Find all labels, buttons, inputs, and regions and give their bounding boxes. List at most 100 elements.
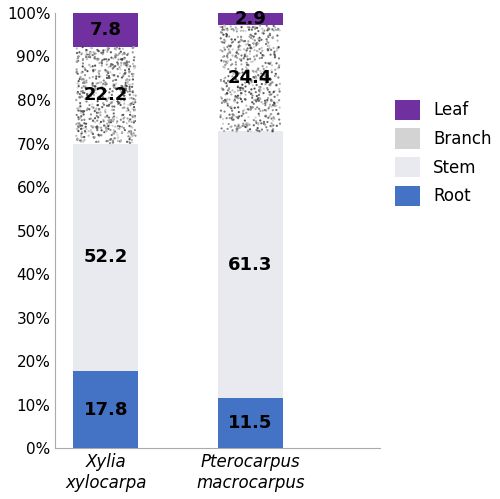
Point [80,75,88,83]
Point [246,23,254,31]
Point [232,52,240,60]
Point [276,80,284,88]
Point [223,59,231,67]
Point [255,97,263,105]
Point [266,30,274,38]
Point [102,96,110,104]
Point [228,51,236,59]
Point [226,46,234,54]
Point [122,69,130,77]
Point [114,134,122,142]
Point [262,63,270,71]
Point [95,70,103,78]
Point [227,41,235,49]
Point [82,77,90,85]
Point [262,71,270,79]
Point [268,68,276,76]
Point [221,22,229,30]
Point [91,53,99,61]
Point [249,23,257,31]
Point [88,81,96,89]
Point [113,43,121,51]
Point [124,101,132,109]
Point [130,112,138,120]
Point [126,81,134,89]
Point [232,60,240,68]
Point [96,131,104,139]
Point [110,106,118,114]
Point [120,89,128,97]
Point [230,88,238,96]
Point [116,125,124,133]
Point [106,116,114,124]
Point [232,48,240,56]
Point [256,67,264,75]
Point [94,79,102,87]
Point [74,54,82,62]
Point [256,86,264,94]
Point [72,57,80,65]
Text: 17.8: 17.8 [84,401,128,419]
Point [119,111,127,119]
Point [131,63,139,71]
Point [234,38,242,46]
Point [258,62,266,70]
Point [264,42,272,50]
Point [232,25,240,33]
Point [100,46,108,54]
Point [88,122,96,130]
Point [242,79,250,87]
Point [128,131,136,139]
Point [76,102,84,110]
Point [254,96,262,104]
Point [73,125,81,133]
Point [228,123,235,131]
Point [252,117,260,125]
Point [128,118,136,126]
Point [82,82,90,90]
Point [235,108,243,116]
Point [110,135,118,143]
Point [254,124,262,132]
Point [117,116,125,124]
Point [230,111,237,119]
Point [102,106,110,114]
Point [105,114,113,122]
Point [238,84,246,92]
Point [76,101,84,109]
Point [131,114,139,122]
Point [105,74,113,82]
Point [254,39,262,47]
Point [112,50,120,58]
Point [85,53,93,61]
Point [256,107,264,115]
Point [220,38,228,46]
Point [264,59,272,67]
Point [118,88,126,96]
Point [219,57,227,65]
Point [114,73,122,81]
Point [258,74,266,82]
Point [96,111,104,119]
Point [220,52,228,60]
Point [264,45,272,53]
Point [254,64,262,72]
Point [131,62,139,70]
Point [80,79,88,87]
Point [240,37,248,45]
Point [223,81,231,89]
Point [126,128,134,136]
Point [252,97,260,105]
Point [270,99,278,107]
Point [242,82,250,90]
Point [77,112,85,120]
Point [114,65,122,73]
Point [258,126,266,134]
Point [98,83,106,91]
Point [229,25,237,33]
Point [254,110,262,118]
Point [224,102,232,110]
Point [242,96,250,104]
Point [78,49,86,57]
Point [124,60,132,68]
